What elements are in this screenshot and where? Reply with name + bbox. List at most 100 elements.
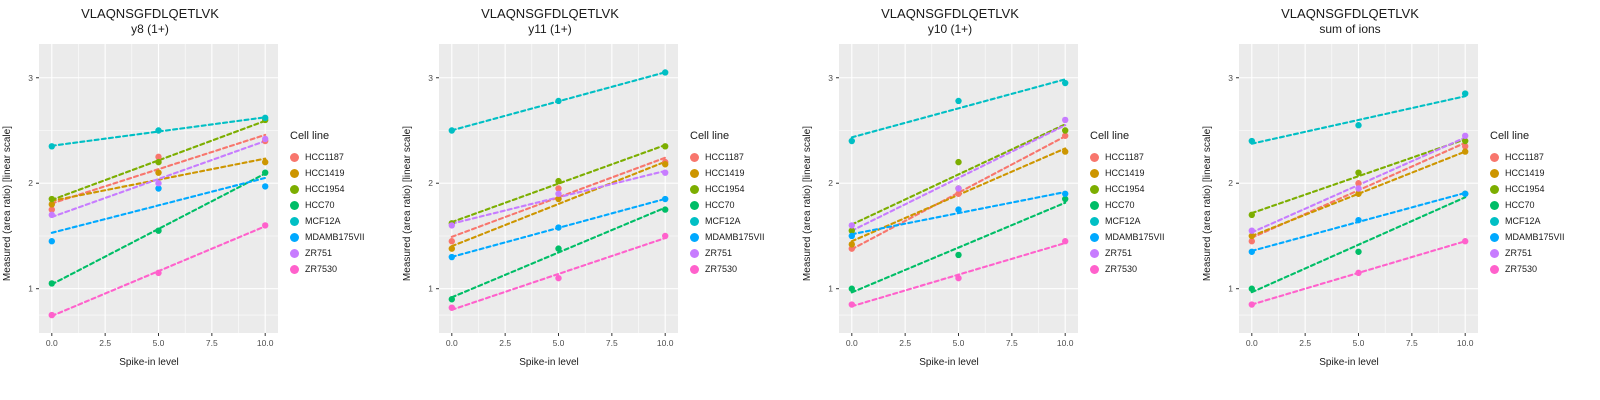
data-point xyxy=(448,254,456,261)
legend: Cell line HCC1187 HCC1419 HCC1954 HCC70 MCF1… xyxy=(1483,39,1594,368)
data-point xyxy=(448,245,456,253)
legend-title: Cell line xyxy=(290,130,330,143)
trend-line xyxy=(850,135,1067,251)
legend-item: HCC1419 xyxy=(1490,165,1594,181)
data-point xyxy=(955,190,962,198)
legend-color-dot xyxy=(290,152,299,162)
legend-color-dot xyxy=(290,168,299,178)
data-point xyxy=(1461,190,1469,198)
chart-subtitle: y10 (1+) xyxy=(927,22,973,37)
data-point xyxy=(955,98,962,105)
legend-color-dot xyxy=(1090,232,1099,242)
legend-title: Cell line xyxy=(1490,130,1530,143)
data-point xyxy=(555,185,562,192)
y-tick-label: 3 xyxy=(828,73,833,83)
data-point xyxy=(955,275,962,282)
chart-panel: VLAQNSGFDLQETLVK y11 (1+) Measured (area… xyxy=(400,0,800,400)
legend-color-dot xyxy=(1490,168,1499,178)
y-tick-label: 1 xyxy=(828,284,833,294)
x-tick-label: 7.5 xyxy=(1006,338,1018,348)
legend-color-dot xyxy=(290,184,299,194)
data-point xyxy=(555,178,562,185)
data-point xyxy=(155,185,162,192)
x-tick-label: 5.0 xyxy=(553,338,565,348)
legend: Cell line HCC1187 HCC1419 HCC1954 HCC70 MCF1… xyxy=(283,39,394,368)
legend-item: HCC1419 xyxy=(690,165,794,181)
legend-item: MDAMB175VII xyxy=(1090,229,1194,245)
chart-title: VLAQNSGFDLQETLVK xyxy=(81,6,219,21)
data-point xyxy=(1248,238,1256,245)
legend-item: MDAMB175VII xyxy=(1490,229,1594,245)
chart-titles: VLAQNSGFDLQETLVK y8 (1+) xyxy=(0,6,300,37)
trend-line xyxy=(50,120,267,202)
data-point xyxy=(1061,190,1069,198)
legend-item: HCC70 xyxy=(1490,197,1594,213)
legend-color-dot xyxy=(1090,200,1099,210)
legend-item: MCF12A xyxy=(1090,213,1194,229)
legend-item: ZR751 xyxy=(1490,245,1594,261)
legend-item: HCC70 xyxy=(690,197,794,213)
y-tick-label: 2 xyxy=(28,178,33,188)
trend-line xyxy=(850,191,1067,236)
data-point xyxy=(1461,238,1469,245)
data-point xyxy=(661,143,669,150)
legend-item-label: HCC70 xyxy=(305,200,335,211)
legend-item-label: HCC1187 xyxy=(1505,152,1544,163)
legend-color-dot xyxy=(1490,248,1499,258)
data-point xyxy=(955,185,962,192)
data-point xyxy=(1061,148,1069,156)
data-point xyxy=(48,143,56,150)
legend-item-label: ZR7530 xyxy=(1505,264,1538,275)
legend-item: HCC1954 xyxy=(1490,181,1594,197)
chart-title: VLAQNSGFDLQETLVK xyxy=(481,6,619,21)
legend-item: MCF12A xyxy=(1490,213,1594,229)
data-point xyxy=(555,275,562,282)
legend-color-dot xyxy=(690,232,699,242)
data-point xyxy=(661,233,669,240)
legend-item: HCC1954 xyxy=(690,181,794,197)
legend-color-dot xyxy=(1090,264,1099,274)
legend-item: HCC1187 xyxy=(1490,149,1594,165)
legend-item-label: HCC1419 xyxy=(1505,168,1545,179)
data-point xyxy=(555,224,562,231)
y-tick-label: 3 xyxy=(428,73,433,83)
data-point xyxy=(661,169,669,177)
x-tick-label: 5.0 xyxy=(953,338,965,348)
trend-line xyxy=(450,237,667,312)
legend-item: ZR7530 xyxy=(690,261,794,277)
data-point xyxy=(155,159,162,166)
plot-area: 0.0 2.5 5.0 7.5 10.0 1 2 3 xyxy=(1228,44,1478,348)
x-tick-label: 2.5 xyxy=(899,338,911,348)
y-tick-label: 3 xyxy=(1228,73,1233,83)
legend-color-dot xyxy=(1490,216,1499,226)
data-point xyxy=(1355,180,1362,187)
chart-subtitle: sum of ions xyxy=(1319,22,1381,37)
data-point xyxy=(1461,132,1469,140)
data-point xyxy=(848,241,856,248)
data-point xyxy=(1061,196,1069,203)
data-point xyxy=(48,206,56,214)
legend-item-label: HCC70 xyxy=(1505,200,1535,211)
data-point xyxy=(1461,143,1469,150)
data-point xyxy=(1248,211,1256,219)
trend-line xyxy=(1250,95,1467,145)
x-tick-label: 10.0 xyxy=(657,338,674,348)
plot-area: 0.0 2.5 5.0 7.5 10.0 1 2 3 xyxy=(28,44,278,348)
data-point xyxy=(1061,132,1069,140)
legend: Cell line HCC1187 HCC1419 HCC1954 HCC70 MCF1… xyxy=(683,39,794,368)
data-point xyxy=(155,227,162,235)
legend-color-dot xyxy=(1490,264,1499,274)
x-tick-label: 2.5 xyxy=(1299,338,1311,348)
legend-item-label: HCC1419 xyxy=(305,168,345,179)
legend-item-label: HCC1954 xyxy=(1505,184,1545,195)
y-tick-label: 2 xyxy=(828,178,833,188)
legend-item-label: ZR751 xyxy=(1505,248,1533,259)
data-point xyxy=(1355,269,1362,277)
data-point xyxy=(1461,148,1469,156)
chart-subtitle: y11 (1+) xyxy=(528,22,572,37)
trend-line xyxy=(50,177,267,235)
data-point xyxy=(848,301,856,308)
data-point xyxy=(155,127,162,134)
legend-item-label: HCC1187 xyxy=(705,152,744,163)
legend-color-dot xyxy=(1090,216,1099,226)
